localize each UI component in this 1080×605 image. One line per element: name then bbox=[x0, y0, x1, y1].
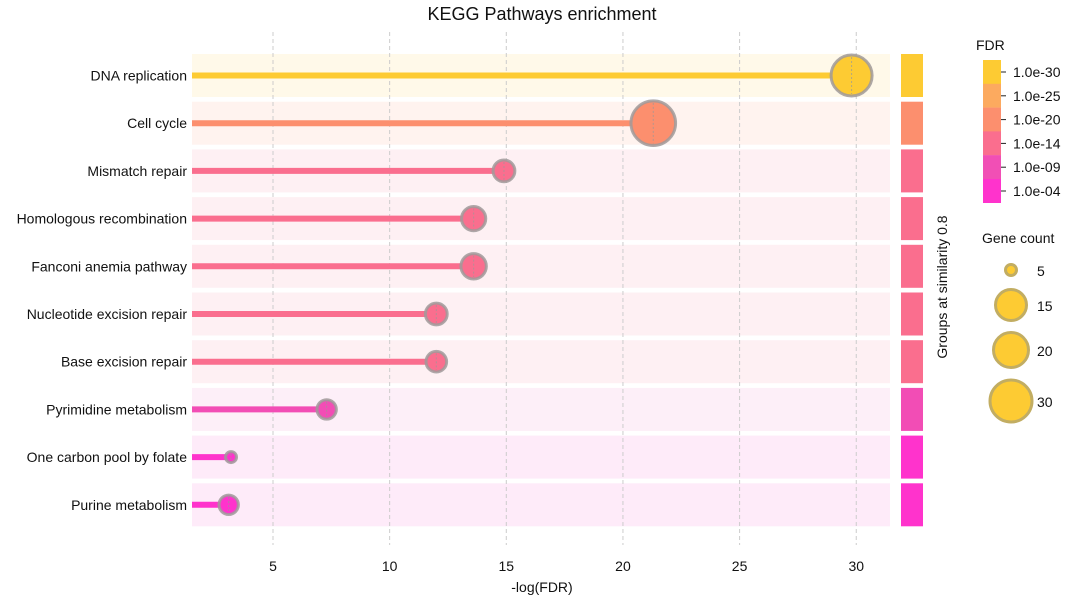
fdr-legend-swatch bbox=[983, 107, 1001, 132]
lollipop-point bbox=[315, 398, 338, 421]
row-band bbox=[192, 435, 890, 479]
gene-count-legend-label: 5 bbox=[1037, 263, 1045, 279]
x-tick-label: 5 bbox=[269, 558, 277, 574]
lollipop-point bbox=[829, 53, 874, 98]
row-band bbox=[192, 483, 890, 527]
x-tick-label: 10 bbox=[382, 558, 398, 574]
category-label: Cell cycle bbox=[127, 115, 187, 131]
lollipop-point bbox=[224, 450, 239, 465]
lollipop-point bbox=[217, 493, 240, 516]
category-label: Base excision repair bbox=[61, 354, 187, 370]
fdr-legend-swatch bbox=[983, 155, 1001, 180]
fdr-legend-label: 1.0e-20 bbox=[1013, 112, 1061, 128]
chart-title: KEGG Pathways enrichment bbox=[427, 4, 656, 24]
x-axis-label: -log(FDR) bbox=[511, 579, 572, 595]
gene-count-legend-circle bbox=[1004, 263, 1018, 277]
gene-count-legend-label: 30 bbox=[1037, 394, 1053, 410]
group-strip-cell bbox=[901, 54, 923, 97]
fdr-legend-swatch bbox=[983, 131, 1001, 156]
lollipop-point bbox=[460, 205, 488, 233]
gene-count-legend-title: Gene count bbox=[982, 230, 1054, 246]
fdr-legend-label: 1.0e-04 bbox=[1013, 183, 1061, 199]
fdr-legend-swatch bbox=[983, 83, 1001, 108]
category-label: Mismatch repair bbox=[87, 163, 187, 179]
group-strip bbox=[901, 54, 923, 527]
fdr-legend-title: FDR bbox=[976, 37, 1005, 53]
group-strip-cell bbox=[901, 340, 923, 384]
gene-count-legend-circle bbox=[988, 378, 1034, 424]
x-tick-label: 15 bbox=[499, 558, 515, 574]
x-axis: 5 10 15 20 25 30 bbox=[269, 558, 864, 574]
group-strip-cell bbox=[901, 483, 923, 527]
fdr-legend-swatch bbox=[983, 60, 1001, 84]
gene-count-legend-label: 20 bbox=[1037, 343, 1053, 359]
gene-count-legend: Gene count 5 15 20 30 bbox=[982, 230, 1054, 424]
gene-count-legend-circle bbox=[992, 331, 1030, 369]
group-strip-cell bbox=[901, 435, 923, 479]
category-label: Nucleotide excision repair bbox=[27, 306, 188, 322]
side-strip-label: Groups at similarity 0.8 bbox=[934, 215, 950, 358]
lollipops: DNA replication Cell cycle Mismatch repair… bbox=[17, 53, 874, 516]
x-tick-label: 25 bbox=[732, 558, 748, 574]
group-strip-cell bbox=[901, 101, 923, 145]
group-strip-cell bbox=[901, 197, 923, 241]
x-tick-label: 20 bbox=[615, 558, 631, 574]
gene-count-legend-label: 15 bbox=[1037, 298, 1053, 314]
fdr-legend-swatch bbox=[983, 179, 1001, 203]
category-label: One carbon pool by folate bbox=[27, 449, 188, 465]
grid-lines bbox=[272, 32, 857, 545]
group-strip-cell bbox=[901, 387, 923, 431]
fdr-legend-label: 1.0e-25 bbox=[1013, 88, 1061, 104]
category-label: Purine metabolism bbox=[71, 497, 187, 513]
fdr-legend-label: 1.0e-30 bbox=[1013, 64, 1061, 80]
x-tick-label: 30 bbox=[848, 558, 864, 574]
lollipop-point bbox=[459, 252, 488, 281]
fdr-legend-label: 1.0e-09 bbox=[1013, 159, 1061, 175]
group-strip-cell bbox=[901, 244, 923, 288]
fdr-legend-label: 1.0e-14 bbox=[1013, 135, 1061, 151]
group-strip-cell bbox=[901, 292, 923, 336]
category-label: Fanconi anemia pathway bbox=[31, 258, 187, 274]
group-strip-cell bbox=[901, 149, 923, 193]
fdr-legend: FDR 1.0e-30 1.0e-25 1.0e-20 1.0e-14 1.0e-09 1… bbox=[976, 37, 1061, 203]
category-label: DNA replication bbox=[91, 68, 188, 84]
category-label: Homologous recombination bbox=[17, 211, 187, 227]
category-label: Pyrimidine metabolism bbox=[46, 401, 187, 417]
gene-count-legend-circle bbox=[994, 288, 1028, 322]
